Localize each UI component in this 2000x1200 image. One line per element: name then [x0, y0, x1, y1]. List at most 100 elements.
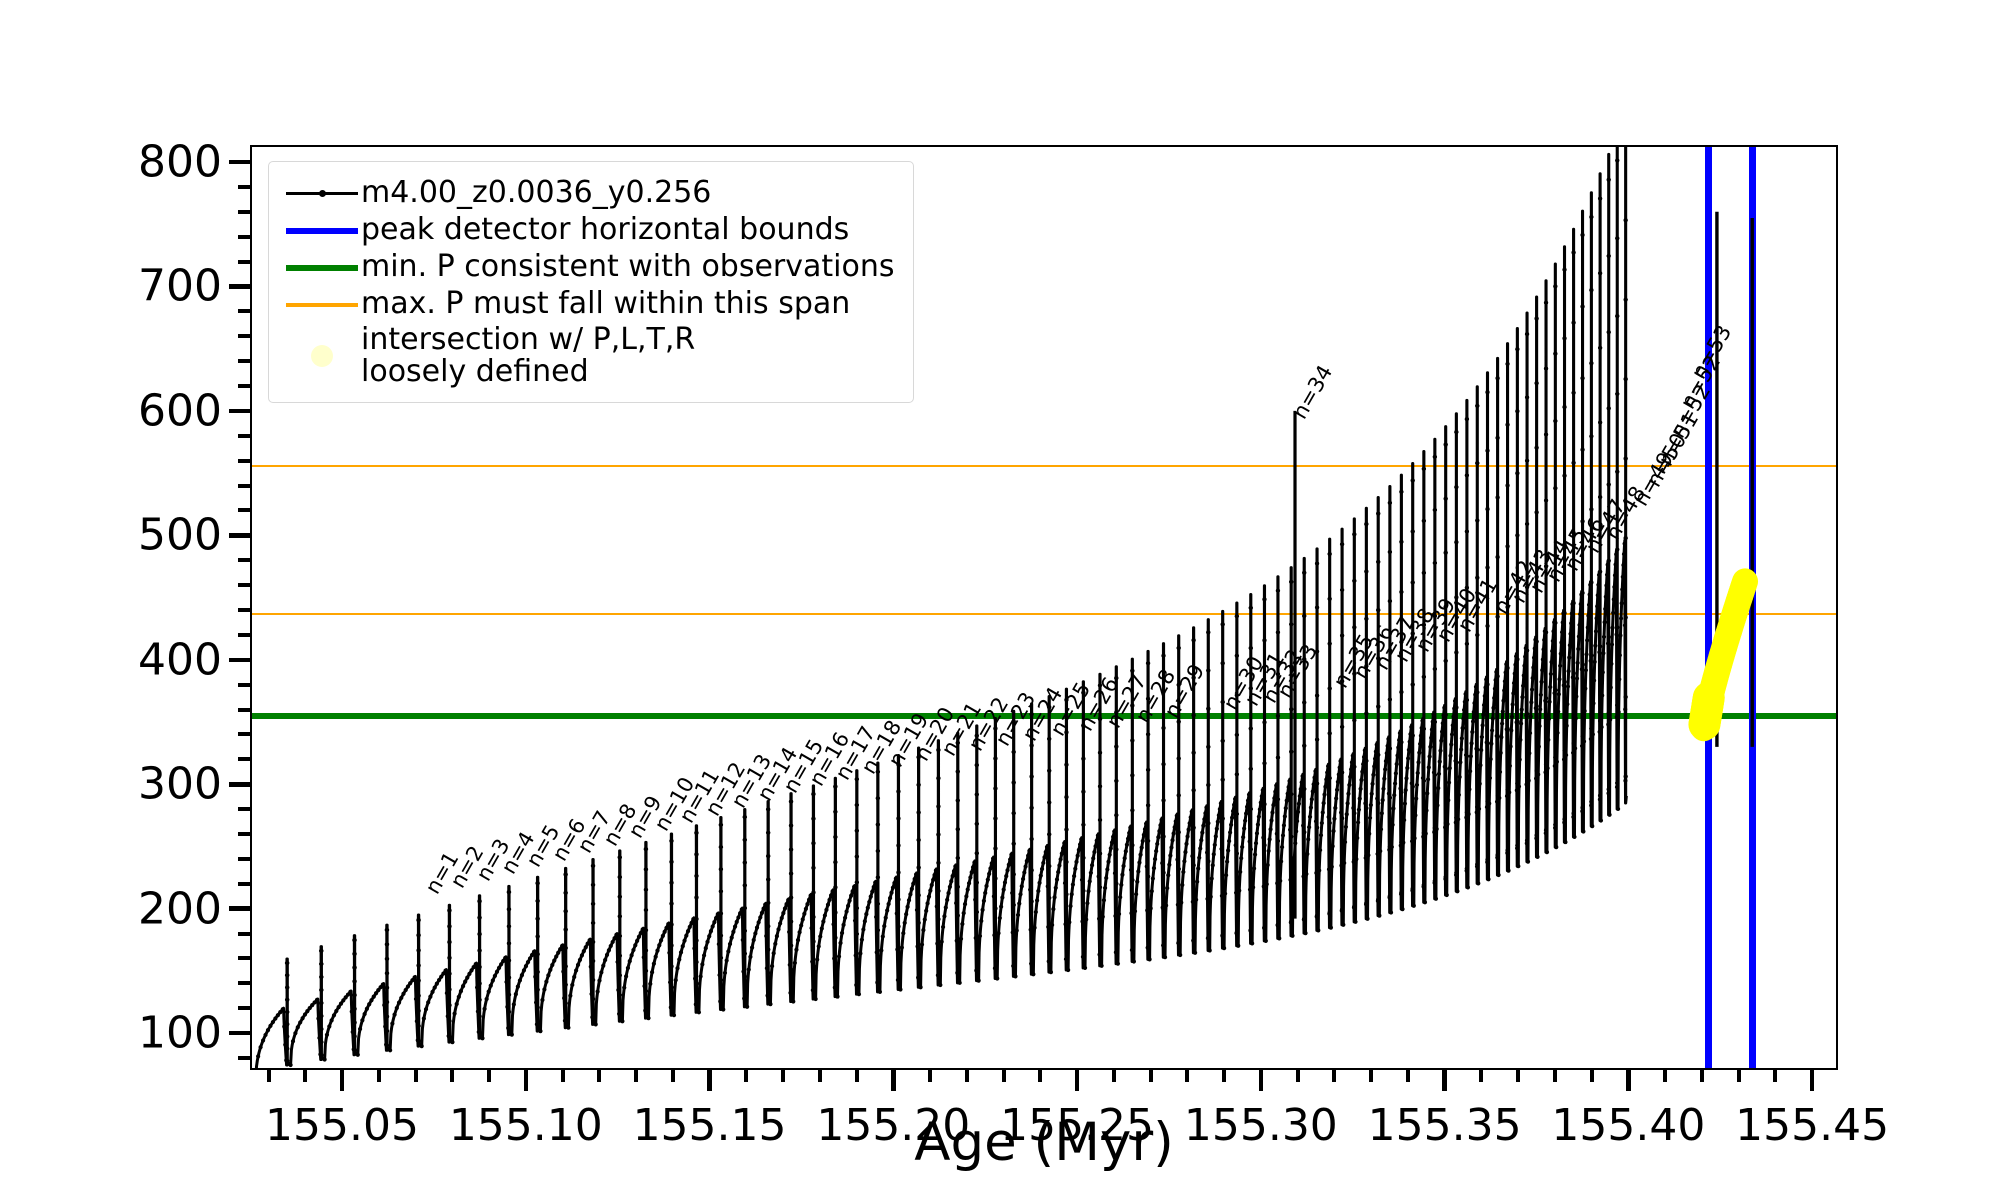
x-tick-minor [1001, 1068, 1006, 1082]
x-tick-major [891, 1068, 896, 1091]
y-tick-major [229, 159, 252, 165]
x-tick-major [1258, 1068, 1264, 1091]
x-tick-label: 155.40 [1551, 1100, 1706, 1151]
y-tick-major [229, 657, 252, 663]
y-tick-minor [238, 732, 252, 737]
y-tick-minor [238, 209, 252, 214]
y-tick-minor [238, 856, 252, 861]
x-tick-minor [670, 1068, 675, 1082]
y-tick-minor [238, 508, 252, 513]
data-canvas: n=1 n=2 n=3 n=4 n=5 n=6 n=7 n=8 n=9 n=10 n=11 n=12 n… [252, 147, 1836, 1068]
x-tick-minor [817, 1068, 822, 1082]
x-axis-title: Age (Myr) [914, 1112, 1174, 1173]
x-tick-label: 155.05 [265, 1100, 420, 1151]
x-tick-minor [597, 1068, 602, 1082]
x-tick-minor [964, 1068, 969, 1082]
x-tick-minor [1222, 1068, 1227, 1082]
horizontal-reference-line [252, 464, 1836, 467]
x-tick-minor [413, 1068, 418, 1082]
x-tick-major [1442, 1068, 1447, 1091]
series-curve [254, 147, 1754, 1068]
legend-line-swatch [283, 286, 361, 323]
x-tick-minor [928, 1068, 933, 1082]
legend-line-icon [286, 264, 358, 271]
x-tick-minor [634, 1068, 639, 1082]
y-tick-minor [238, 1056, 252, 1061]
y-tick-minor [238, 334, 252, 339]
x-tick-minor [1332, 1068, 1337, 1082]
legend-line-icon [286, 227, 358, 234]
x-tick-label: 155.30 [1183, 1100, 1338, 1151]
y-tick-label: 600 [138, 385, 222, 437]
x-tick-label: 155.15 [632, 1100, 787, 1151]
y-tick-minor [238, 458, 252, 463]
x-tick-minor [376, 1068, 381, 1082]
x-tick-label: 155.10 [448, 1100, 603, 1151]
y-tick-label: 100 [138, 1007, 222, 1059]
y-tick-label: 300 [138, 758, 222, 810]
x-tick-minor [854, 1068, 859, 1082]
y-tick-minor [238, 956, 252, 961]
y-tick-minor [238, 558, 252, 563]
chart-legend[interactable]: m4.00_z0.0036_y0.256 peak detector horizo… [268, 161, 914, 403]
x-tick-minor [1479, 1068, 1484, 1082]
x-tick-label: 155.35 [1367, 1100, 1522, 1151]
x-tick-minor [1736, 1068, 1741, 1082]
y-tick-minor [238, 981, 252, 986]
legend-line-icon [286, 302, 358, 307]
x-tick-minor [560, 1068, 565, 1082]
x-tick-minor [744, 1068, 749, 1082]
legend-dot-swatch [283, 323, 361, 389]
y-tick-minor [238, 583, 252, 588]
y-tick-major [229, 533, 252, 538]
x-tick-label: 155.20 [816, 1100, 971, 1151]
intersection-dot-icon [311, 345, 333, 367]
y-tick-minor [238, 707, 252, 712]
y-tick-minor [238, 632, 252, 637]
x-tick-minor [487, 1068, 492, 1082]
y-tick-major [229, 1030, 252, 1036]
x-tick-minor [1369, 1068, 1374, 1082]
legend-label: min. P consistent with observations [361, 249, 895, 285]
legend-line-marker-swatch [283, 175, 361, 212]
y-tick-minor [238, 359, 252, 364]
y-tick-major [229, 284, 252, 289]
y-tick-major [229, 782, 252, 787]
y-tick-label: 200 [138, 883, 222, 935]
y-tick-label: 500 [138, 509, 222, 561]
x-tick-minor [1663, 1068, 1668, 1082]
y-tick-minor [238, 682, 252, 687]
x-tick-minor [1405, 1068, 1410, 1082]
y-tick-minor [238, 259, 252, 264]
legend-line-swatch [283, 212, 361, 249]
legend-item[interactable]: intersection w/ P,L,T,R loosely defined [283, 323, 895, 389]
x-tick-minor [1148, 1068, 1153, 1082]
legend-item[interactable]: min. P consistent with observations [283, 249, 895, 286]
legend-line-swatch [283, 249, 361, 286]
legend-item[interactable]: max. P must fall within this span [283, 286, 895, 323]
x-tick-minor [1295, 1068, 1300, 1082]
x-tick-minor [1589, 1068, 1594, 1082]
y-tick-minor [238, 1006, 252, 1011]
x-tick-minor [266, 1068, 271, 1082]
x-tick-minor [450, 1068, 455, 1082]
horizontal-reference-line [252, 612, 1836, 615]
legend-label: peak detector horizontal bounds [361, 212, 850, 248]
y-tick-minor [238, 234, 252, 239]
y-tick-label: 400 [138, 634, 222, 686]
y-tick-minor [238, 309, 252, 314]
y-tick-minor [238, 807, 252, 812]
intersection-highlight [1688, 568, 1759, 742]
y-tick-major [229, 408, 252, 414]
x-tick-minor [1699, 1068, 1704, 1082]
legend-label: m4.00_z0.0036_y0.256 [361, 175, 712, 211]
vertical-reference-line [1704, 147, 1712, 1068]
legend-item[interactable]: m4.00_z0.0036_y0.256 [283, 175, 895, 212]
y-tick-minor [238, 184, 252, 189]
legend-item[interactable]: peak detector horizontal bounds [283, 212, 895, 249]
x-tick-major [1809, 1068, 1815, 1091]
x-tick-major [523, 1068, 529, 1091]
plot-area: 100 200 300 400 500 600 700 800 155.05 155.10 155.… [138, 136, 1889, 1151]
y-tick-minor [238, 757, 252, 762]
